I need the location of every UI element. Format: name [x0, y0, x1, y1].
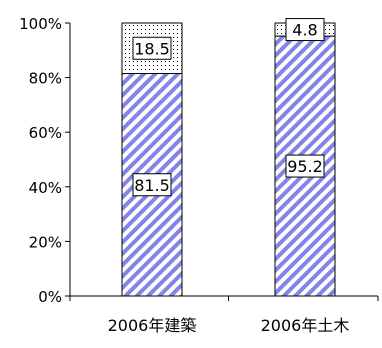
- data-label: 18.5: [134, 39, 170, 58]
- y-tick-label: 60%: [29, 124, 62, 142]
- x-tick-label: 2006年建築: [108, 316, 197, 335]
- axes: 0% 20% 40% 60% 80% 100% 2006年建築 2006年土木: [19, 15, 379, 335]
- y-tick-label: 20%: [29, 233, 62, 251]
- y-tick-label: 0%: [38, 288, 62, 306]
- y-tick-label: 100%: [19, 15, 62, 33]
- x-tick-label: 2006年土木: [261, 316, 350, 335]
- y-tick-label: 80%: [29, 70, 62, 88]
- data-label: 4.8: [292, 21, 317, 40]
- data-label-box: [285, 18, 325, 42]
- data-label-box: [132, 173, 172, 197]
- data-label-box: [132, 36, 172, 60]
- y-tick-label: 40%: [29, 179, 62, 197]
- data-label-box: [285, 154, 325, 178]
- data-label: 81.5: [134, 176, 170, 195]
- data-labels: 81.5 18.5 95.2 4.8: [132, 18, 325, 197]
- data-label: 95.2: [287, 157, 323, 176]
